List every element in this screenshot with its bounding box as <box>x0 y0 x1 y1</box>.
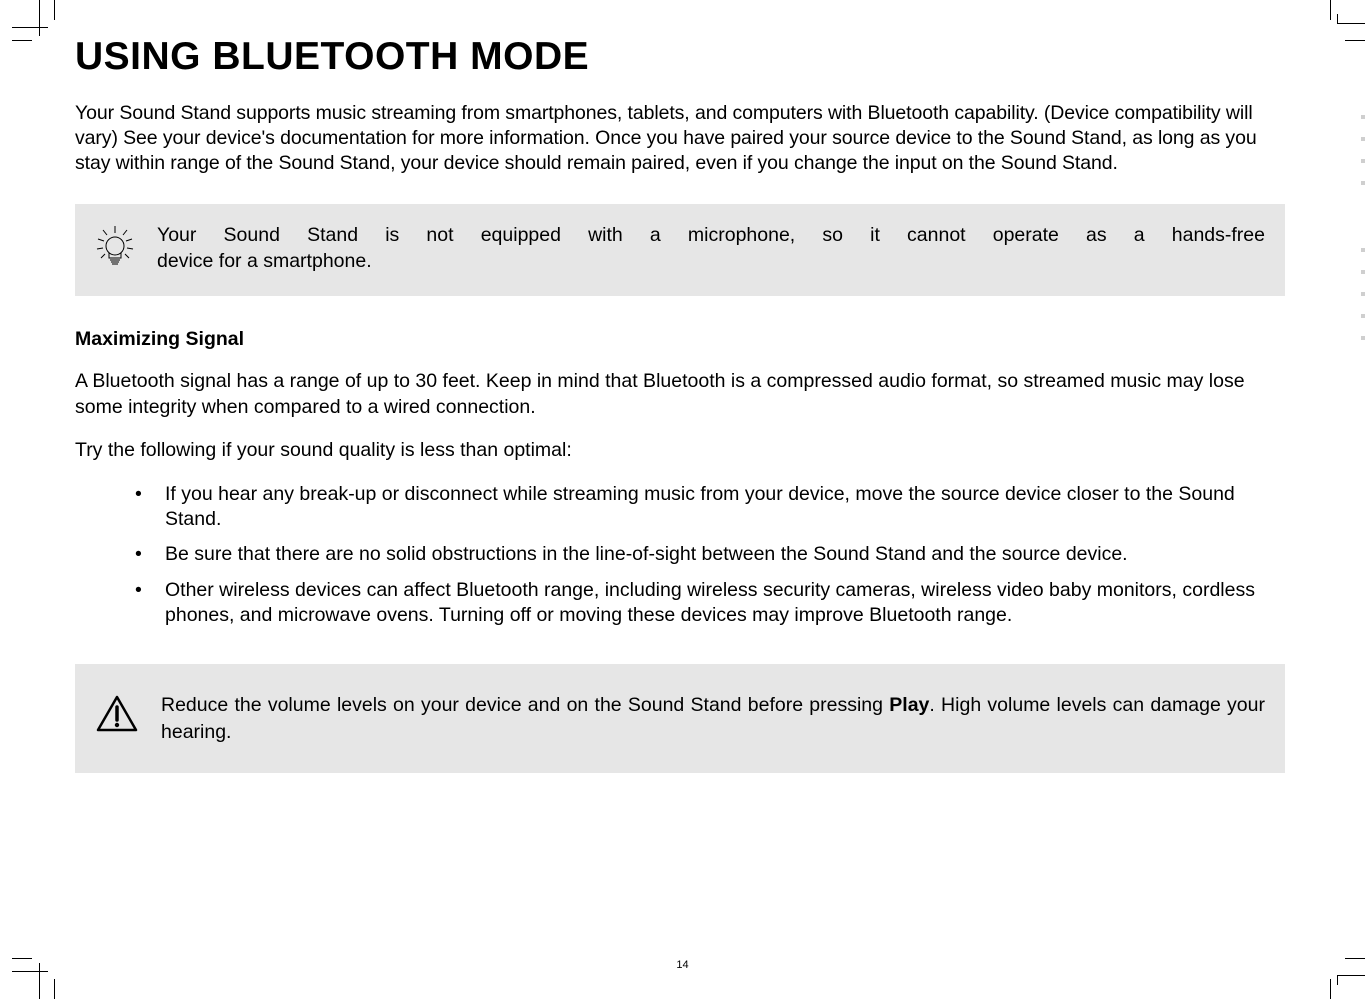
tips-list: • If you hear any break-up or disconnect… <box>135 482 1285 629</box>
bullet-icon: • <box>135 482 165 533</box>
caution-callout: Reduce the volume levels on your device … <box>75 664 1285 773</box>
list-item-text: Be sure that there are no solid obstruct… <box>165 542 1285 567</box>
list-item: • If you hear any break-up or disconnect… <box>135 482 1285 533</box>
list-item-text: Other wireless devices can affect Blueto… <box>165 578 1285 629</box>
caution-text-pre: Reduce the volume levels on your device … <box>161 694 889 716</box>
list-item-text: If you hear any break-up or disconnect w… <box>165 482 1285 533</box>
intro-paragraph: Your Sound Stand supports music streamin… <box>75 101 1285 176</box>
tip-callout: Your Sound Stand is not equipped with a … <box>75 204 1285 297</box>
lightbulb-icon <box>95 224 135 271</box>
caution-text-bold: Play <box>889 694 929 716</box>
bullet-icon: • <box>135 542 165 567</box>
signal-paragraph-1: A Bluetooth signal has a range of up to … <box>75 369 1285 420</box>
crop-mark-top-right <box>1315 0 1365 50</box>
edge-tick-marks-lower <box>1361 248 1365 360</box>
page-content: USING BLUETOOTH MODE Your Sound Stand su… <box>75 35 1285 773</box>
caution-text: Reduce the volume levels on your device … <box>161 692 1265 745</box>
list-item: • Be sure that there are no solid obstru… <box>135 542 1285 567</box>
crop-mark-bottom-right <box>1315 949 1365 999</box>
caution-icon <box>95 694 139 739</box>
tip-text: Your Sound Stand is not equipped with a … <box>157 222 1265 275</box>
edge-tick-marks-upper <box>1361 115 1365 210</box>
section-subheading: Maximizing Signal <box>75 328 1285 351</box>
page-number: 14 <box>0 959 1365 971</box>
tip-text-line2: device for a smartphone. <box>157 248 1265 274</box>
signal-paragraph-2: Try the following if your sound quality … <box>75 438 1285 463</box>
tip-text-line1: Your Sound Stand is not equipped with a … <box>157 222 1265 248</box>
page-title: USING BLUETOOTH MODE <box>75 35 1285 79</box>
bullet-icon: • <box>135 578 165 629</box>
list-item: • Other wireless devices can affect Blue… <box>135 578 1285 629</box>
